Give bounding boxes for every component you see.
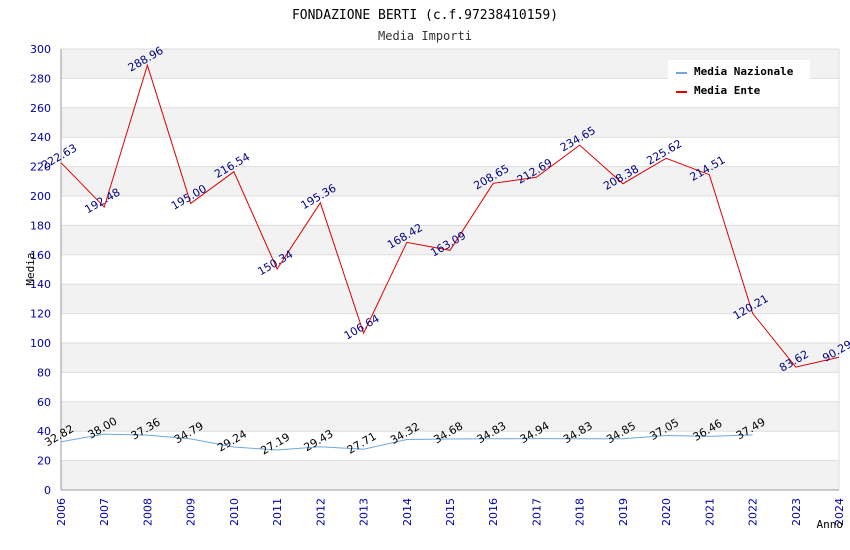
y-axis-label: Media bbox=[24, 252, 37, 285]
series-line-media-ente bbox=[60, 63, 840, 368]
y-tick-label: 40 bbox=[37, 425, 51, 438]
x-tick-label: 2022 bbox=[747, 498, 760, 526]
y-tick-label: 300 bbox=[30, 43, 51, 56]
series-lines bbox=[60, 63, 840, 451]
legend-box bbox=[668, 60, 810, 101]
legend-label-media-nazionale: Media Nazionale bbox=[694, 65, 794, 78]
grid-band bbox=[61, 107, 839, 138]
data-label: 27.19 bbox=[258, 430, 292, 457]
grid-band bbox=[61, 166, 839, 196]
x-tick-label: 2016 bbox=[487, 498, 500, 526]
x-tick-label: 2023 bbox=[790, 498, 803, 526]
x-tick-label: 2018 bbox=[574, 498, 587, 526]
y-tick-label: 240 bbox=[30, 131, 51, 144]
x-tick-label: 2017 bbox=[530, 498, 543, 526]
y-tick-label: 100 bbox=[30, 337, 51, 350]
x-tick-label: 2014 bbox=[401, 498, 414, 526]
data-label: 106.64 bbox=[342, 312, 382, 343]
y-tick-label: 120 bbox=[30, 308, 51, 321]
y-tick-labels: 0 20 40 60 80 100 120 140 160 180 200 220 240 260 280 3… bbox=[30, 43, 51, 497]
y-tick-label: 260 bbox=[30, 102, 51, 115]
x-tick-label: 2021 bbox=[703, 498, 716, 526]
y-tick-label: 200 bbox=[30, 190, 51, 203]
x-tick-labels: 2006 2007 2008 2009 2010 2011 2012 2013 2014 2015… bbox=[55, 498, 846, 526]
x-tick-label: 2009 bbox=[185, 498, 198, 526]
x-tick-label: 2010 bbox=[228, 498, 241, 526]
grid-band bbox=[61, 284, 839, 314]
x-tick-label: 2013 bbox=[358, 498, 371, 526]
grid-band bbox=[61, 460, 839, 490]
grid-band bbox=[61, 401, 839, 432]
y-tick-label: 220 bbox=[30, 161, 51, 174]
grid-band bbox=[61, 343, 839, 373]
x-tick-label: 2006 bbox=[55, 498, 68, 526]
legend-label-media-ente: Media Ente bbox=[694, 84, 761, 97]
x-tick-label: 2011 bbox=[271, 498, 284, 526]
x-tick-label: 2007 bbox=[98, 498, 111, 526]
x-tick-label: 2012 bbox=[314, 498, 327, 526]
x-tick-label: 2024 bbox=[833, 498, 846, 526]
x-tick-label: 2020 bbox=[660, 498, 673, 526]
y-tick-label: 160 bbox=[30, 249, 51, 262]
chart-title: FONDAZIONE BERTI (c.f.97238410159) bbox=[292, 8, 558, 23]
series-line-media-nazionale bbox=[60, 433, 753, 451]
y-tick-label: 0 bbox=[44, 484, 51, 497]
axes bbox=[60, 49, 840, 491]
y-tick-label: 140 bbox=[30, 278, 51, 291]
x-axis-label: Anno bbox=[817, 518, 844, 531]
y-tick-label: 60 bbox=[37, 396, 51, 409]
y-tick-label: 80 bbox=[37, 366, 51, 379]
legend: Media Nazionale Media Ente bbox=[668, 60, 810, 101]
chart-subtitle: Media Importi bbox=[378, 29, 472, 43]
y-tick-label: 280 bbox=[30, 72, 51, 85]
data-label: 27.71 bbox=[345, 430, 379, 457]
x-tick-label: 2008 bbox=[141, 498, 154, 526]
y-tick-label: 180 bbox=[30, 219, 51, 232]
y-tick-label: 20 bbox=[37, 455, 51, 468]
x-tick-label: 2019 bbox=[617, 498, 630, 526]
x-tick-label: 2015 bbox=[444, 498, 457, 526]
